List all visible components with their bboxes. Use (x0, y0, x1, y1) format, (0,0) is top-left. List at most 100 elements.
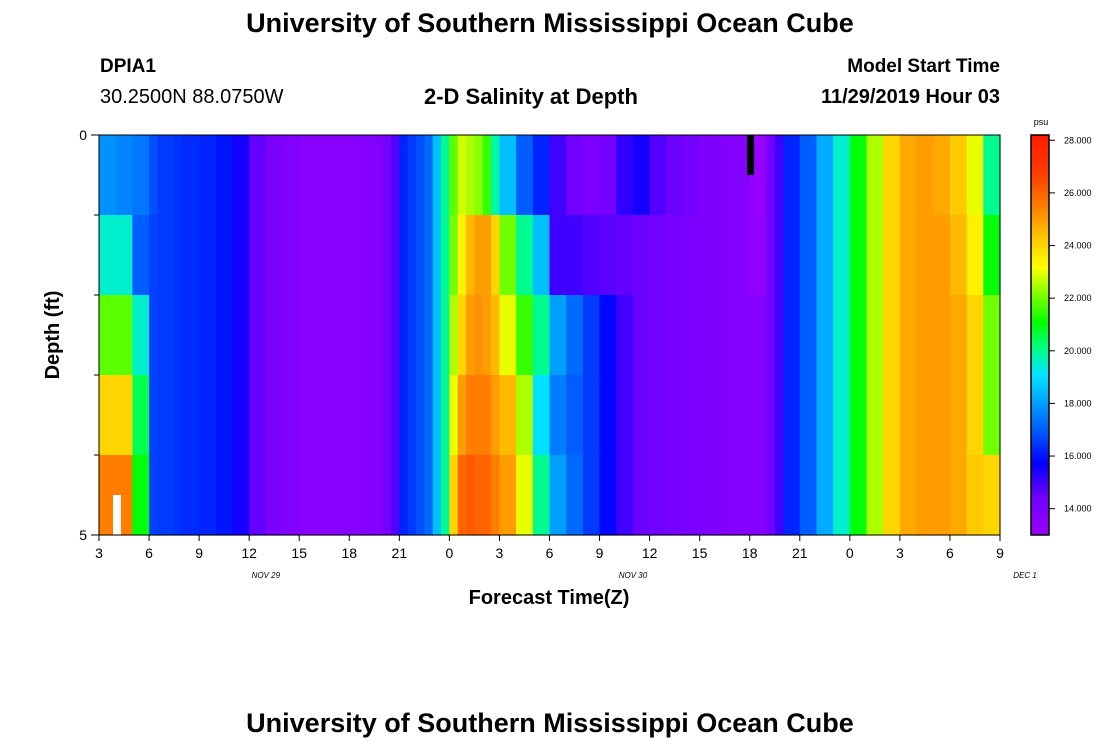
heatmap-cell (232, 455, 250, 536)
heatmap-cell (132, 455, 150, 536)
heatmap-cell (816, 295, 834, 376)
colorbar: psu 28.000 26.000 24.000 22.000 20.000 18.000… (1030, 117, 1092, 536)
heatmap-cell (382, 215, 392, 296)
heatmap-cell (215, 375, 234, 456)
heatmap-cell (799, 455, 818, 536)
heatmap-cell (157, 455, 167, 536)
colorbar-unit: psu (1034, 117, 1049, 127)
heatmap-cell (474, 375, 484, 456)
heatmap-cell (949, 295, 968, 376)
heatmap-cell (783, 295, 801, 376)
heatmap-cell (299, 215, 317, 296)
missing-data-gap (113, 495, 121, 535)
colorbar-tick-label: 18.000 (1064, 398, 1092, 408)
heatmap-cell (733, 455, 751, 536)
heatmap-cell (599, 135, 617, 216)
y-tick-label: 5 (79, 527, 87, 543)
heatmap-cell (933, 455, 951, 536)
x-axis-title: Forecast Time(Z) (469, 587, 630, 609)
heatmap-cell (299, 295, 317, 376)
heatmap-cell (849, 455, 868, 536)
heatmap-cell (232, 295, 250, 376)
heatmap-cell (174, 215, 184, 296)
heatmap-cell (165, 135, 175, 216)
heatmap-cell (783, 455, 801, 536)
heatmap-cell (899, 215, 918, 296)
model-start-label: Model Start Time (847, 56, 1000, 77)
heatmap-cell (182, 295, 200, 376)
heatmap-cell (199, 375, 217, 456)
heatmap-cell (866, 375, 884, 456)
heatmap-cell (332, 455, 350, 536)
heatmap-cells (99, 135, 1001, 536)
heatmap-cell (165, 375, 175, 456)
heatmap-cell (132, 215, 150, 296)
heatmap-cell (616, 455, 634, 536)
x-tick-label: 6 (946, 545, 954, 561)
heatmap-cell (833, 135, 851, 216)
heatmap-cell (883, 135, 901, 216)
heatmap-cell (582, 295, 601, 376)
heatmap-cell (499, 375, 517, 456)
heatmap-cell (866, 135, 884, 216)
heatmap-cell (682, 295, 701, 376)
heatmap-cell (516, 455, 534, 536)
heatmap-cell (516, 375, 534, 456)
heatmap-cell (449, 295, 459, 376)
heatmap-cell (416, 295, 425, 376)
heatmap-cell (682, 375, 701, 456)
heatmap-cell (532, 455, 551, 536)
heatmap-cell (441, 375, 450, 456)
x-tick-label: 9 (596, 545, 604, 561)
heatmap-cell (249, 375, 267, 456)
x-tick-label: 6 (546, 545, 554, 561)
heatmap-cell (766, 375, 776, 456)
heatmap-cell (165, 295, 175, 376)
heatmap-cell (182, 215, 200, 296)
heatmap-cell (666, 375, 684, 456)
heatmap-cell (132, 295, 150, 376)
station-id: DPIA1 (100, 56, 156, 77)
heatmap-cell (474, 215, 484, 296)
heatmap-cell (432, 295, 442, 376)
heatmap-cell (632, 455, 651, 536)
heatmap-cell (365, 455, 384, 536)
heatmap-cell (491, 455, 501, 536)
heatmap-cell (733, 295, 751, 376)
heatmap-cell (149, 375, 158, 456)
heatmap-cell (265, 135, 284, 216)
heatmap-cell (265, 455, 284, 536)
heatmap-cell (332, 215, 350, 296)
heatmap-cell (916, 295, 934, 376)
heatmap-cell (457, 215, 467, 296)
heatmap-cell (649, 375, 667, 456)
heatmap-cell (365, 215, 384, 296)
heatmap-cell (249, 215, 267, 296)
heatmap-cell (441, 455, 450, 536)
heatmap-cell (149, 455, 158, 536)
heatmap-cell (315, 295, 334, 376)
heatmap-cell (566, 215, 584, 296)
heatmap-cell (616, 375, 634, 456)
heatmap-cell (215, 215, 234, 296)
heatmap-cell (582, 375, 601, 456)
heatmap-cell (449, 215, 459, 296)
heatmap-cell (983, 135, 1001, 216)
heatmap-cell (399, 455, 409, 536)
heatmap-cell (983, 215, 1001, 296)
heatmap-cell (783, 135, 801, 216)
heatmap-cell (149, 295, 158, 376)
heatmap-cell (666, 135, 684, 216)
x-date-label: NOV 29 (252, 571, 281, 580)
heatmap-cell (699, 215, 717, 296)
heatmap-cell (215, 455, 234, 536)
heatmap-cell (457, 455, 467, 536)
heatmap-cell (174, 375, 184, 456)
heatmap-cell (149, 135, 158, 216)
heatmap-cell (816, 215, 834, 296)
heatmap-cell (783, 375, 801, 456)
heatmap-cell (532, 135, 551, 216)
heatmap-cell (466, 215, 476, 296)
x-tick-label: 0 (445, 545, 453, 561)
